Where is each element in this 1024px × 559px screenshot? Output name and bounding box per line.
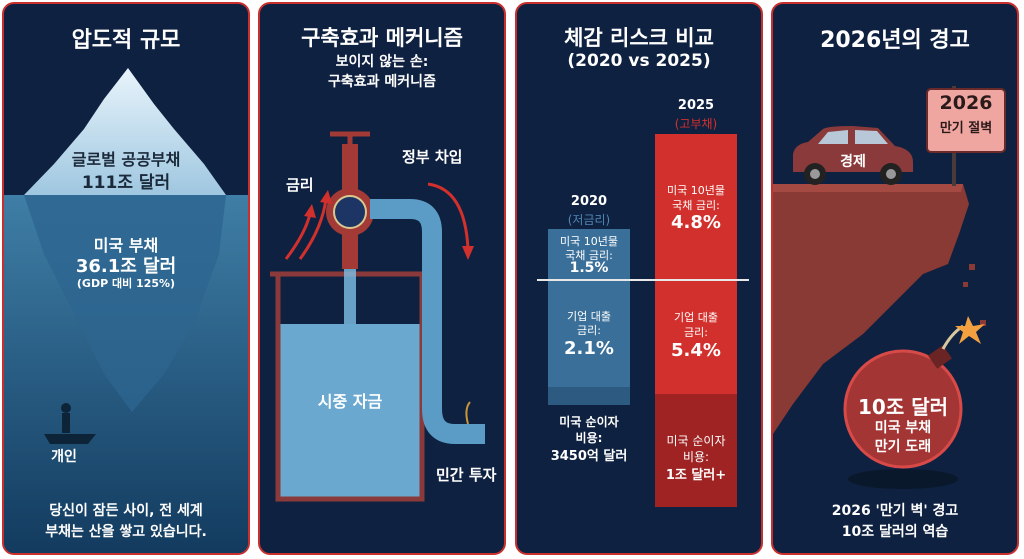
- bomb-value: 10조 달러: [858, 395, 948, 419]
- car-label: 경제: [840, 154, 866, 170]
- bar-2020-bond-label2: 국채 금리:: [565, 249, 613, 262]
- arrow-down-icon: [462, 246, 474, 260]
- us-debt-label: 미국 부채: [93, 236, 159, 255]
- blue-pipe: [370, 199, 485, 444]
- person-label: 개인: [51, 449, 77, 465]
- bomb-line1: 미국 부채: [874, 420, 932, 436]
- seal-icon: [333, 195, 367, 229]
- global-debt-value: 111조 달러: [81, 173, 171, 193]
- warning-sign: [926, 88, 1006, 153]
- gov-borrowing-label: 정부 차입: [402, 148, 463, 166]
- bar-2025-interest-label: 미국 순이자: [666, 434, 726, 448]
- caption-line1: 당신이 잠든 사이, 전 세계: [49, 503, 203, 519]
- caption-line1: 2026 '만기 벽' 경고: [831, 503, 959, 519]
- panel-title: 압도적 규모: [71, 28, 181, 53]
- person-on-boat-icon: [44, 403, 96, 444]
- private-investment-label: 민간 투자: [436, 466, 497, 484]
- us-debt-ratio: (GDP 대비 125%): [76, 277, 176, 290]
- bar-2025-bond-label2: 국채 금리:: [672, 199, 720, 212]
- panel-title: 2026년의 경고: [820, 28, 970, 53]
- iceberg-illustration: [4, 68, 248, 553]
- bar-2025-year: 2025: [677, 98, 715, 113]
- bar-2020-interest-value: 3450억 달러: [550, 449, 628, 464]
- bar-2020-bond-value: 1.5%: [569, 260, 609, 276]
- car-icon: [793, 126, 913, 185]
- sign-text: 만기 절벽: [939, 121, 993, 136]
- bar-2025-corp-value: 5.4%: [671, 340, 721, 361]
- iceberg-underwater: [24, 195, 226, 412]
- bar-2020-interest-label: 미국 순이자: [559, 415, 619, 429]
- bar-2025-interest-label2: 비용:: [682, 450, 710, 464]
- iceberg-tip: [24, 68, 226, 195]
- bar-2025-corp-label2: 금리:: [684, 326, 708, 339]
- bar-2020-year: 2020: [570, 194, 608, 209]
- rate-label: 금리: [286, 176, 314, 194]
- panel-title: 체감 리스크 비교: [564, 26, 714, 50]
- bar-2025-corp-label: 기업 대출: [674, 311, 718, 324]
- market-funds-label: 시중 자금: [317, 392, 383, 411]
- us-debt-value: 36.1조 달러: [75, 256, 177, 277]
- panel-title: 구축효과 메커니즘: [301, 26, 463, 50]
- global-debt-label: 글로벌 공공부채: [71, 150, 181, 169]
- bar-2020-corp-value: 2.1%: [564, 338, 614, 359]
- bar-2020-corp-label2: 금리:: [577, 324, 601, 337]
- panel-crowding-out: 구축효과 메커니즘 보이지 않는 손: 구축효과 메커니즘 금리 정부 차입 시…: [258, 2, 506, 555]
- spark-icon: [955, 316, 985, 344]
- subtitle-line1: 보이지 않는 손:: [335, 54, 429, 70]
- pipe-tank-illustration: [270, 131, 485, 502]
- bar-2025-bond-label: 미국 10년물: [667, 184, 725, 197]
- bar-2020-interest-label2: 비용:: [575, 431, 603, 445]
- bar-2020-tag: (저금리): [567, 213, 611, 227]
- bar-2025-bond-value: 4.8%: [671, 212, 721, 233]
- panel-risk-comparison: 체감 리스크 비교 (2020 vs 2025) 2020 (저금리) 2025…: [515, 2, 763, 555]
- bar-2020-corp-label: 기업 대출: [567, 310, 611, 323]
- panel-2026-warning: 2026년의 경고 2026 만기 절벽 경제 10조 달러 미국 부채 만기 …: [771, 2, 1019, 555]
- wilted-plant-icon: [465, 401, 471, 425]
- panel-scale: 압도적 규모 글로벌 공공부채 111조 달러 미국 부채 36.1조 달러 (…: [2, 2, 250, 555]
- tank-water: [278, 324, 422, 499]
- bar-2025-tag: (고부채): [674, 117, 718, 131]
- caption-line2: 부채는 산을 쌓고 있습니다.: [45, 524, 207, 540]
- bomb-icon: [843, 349, 963, 469]
- sign-year: 2026: [939, 92, 993, 114]
- bomb-line2: 만기 도래: [874, 439, 932, 455]
- arrow-up-icon: [304, 204, 316, 218]
- baseline-divider: [537, 279, 749, 281]
- cliff: [773, 184, 969, 434]
- bar-2025-interest-value: 1조 달러+: [665, 468, 727, 483]
- water-stream: [344, 264, 356, 324]
- caption-line2: 10조 달러의 역습: [841, 524, 949, 540]
- bar-2025: [655, 134, 737, 507]
- panel-subtitle: (2020 vs 2025): [567, 51, 711, 71]
- subtitle-line2: 구축효과 메커니즘: [328, 74, 436, 90]
- cliff-illustration: [773, 86, 1006, 489]
- bar-2020-bond-label: 미국 10년물: [560, 235, 618, 248]
- arrow-up-icon: [320, 190, 332, 204]
- bar-2020: [548, 229, 630, 405]
